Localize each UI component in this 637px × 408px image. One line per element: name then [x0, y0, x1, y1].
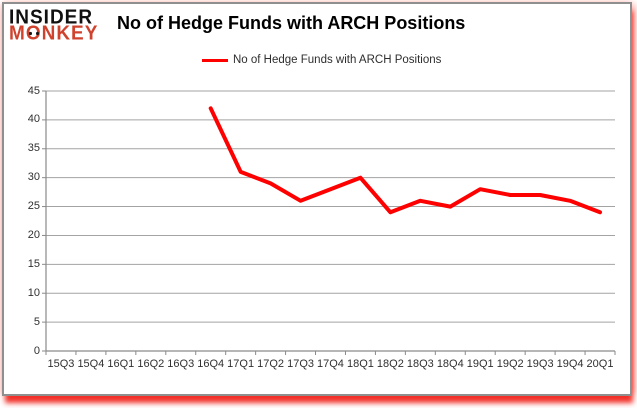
x-tick-label: 18Q3	[406, 358, 434, 370]
y-tick-label: 5	[33, 315, 40, 328]
x-tick-label: 17Q2	[257, 358, 285, 370]
y-tick-label: 15	[27, 257, 40, 270]
x-tick-label: 19Q2	[496, 358, 524, 370]
y-tick-label: 25	[27, 200, 40, 213]
logo-monkey-m: M	[9, 22, 26, 45]
y-tick-label: 35	[27, 142, 40, 155]
legend-label: No of Hedge Funds with ARCH Positions	[233, 54, 442, 66]
logo-monkey-nkey: NKEY	[41, 22, 99, 45]
y-tick-label: 20	[27, 228, 40, 241]
logo-monkey-face-icon: O	[25, 22, 42, 45]
x-tick-label: 18Q2	[376, 358, 404, 370]
chart-frame	[2, 2, 632, 396]
x-tick-label: 19Q1	[466, 358, 494, 370]
legend: No of Hedge Funds with ARCH Positions	[202, 54, 441, 66]
y-tick-label: 10	[27, 286, 40, 299]
x-tick-label: 17Q4	[317, 358, 344, 370]
x-tick-label: 20Q1	[586, 358, 614, 370]
x-tick-label: 16Q2	[137, 358, 165, 370]
x-tick-label: 16Q1	[107, 358, 135, 370]
x-tick-label: 15Q4	[77, 358, 105, 370]
y-tick-label: 0	[33, 344, 40, 357]
x-tick-label: 16Q3	[167, 358, 195, 370]
y-tick-label: 30	[27, 171, 40, 184]
y-axis-labels: 0 5 10 15 20 25 30 35 40 45	[0, 0, 40, 408]
chart-title: No of Hedge Funds with ARCH Positions	[117, 13, 466, 33]
logo-monkey-text: MONKEY	[9, 22, 99, 45]
x-tick-label: 19Q4	[556, 358, 584, 370]
x-axis-labels: 15Q3 15Q4 16Q1 16Q2 16Q3 16Q4 17Q1 17Q2 17Q3 17Q4…	[0, 358, 637, 372]
y-tick-label: 45	[27, 84, 40, 97]
x-tick-label: 18Q4	[436, 358, 464, 370]
logo-insider-text: INSIDER	[9, 6, 94, 29]
x-tick-label: 15Q3	[47, 358, 75, 370]
data-line	[208, 106, 602, 215]
legend-line-swatch	[202, 58, 228, 62]
x-tick-label: 17Q3	[287, 358, 314, 370]
x-tick-label: 16Q4	[197, 358, 225, 370]
x-tick-label: 19Q3	[526, 358, 554, 370]
y-tick-label: 40	[27, 113, 40, 126]
x-tick-label: 18Q1	[346, 358, 374, 370]
x-tick-label: 17Q1	[227, 358, 255, 370]
insider-monkey-logo: INSIDER MONKEY	[9, 6, 99, 45]
